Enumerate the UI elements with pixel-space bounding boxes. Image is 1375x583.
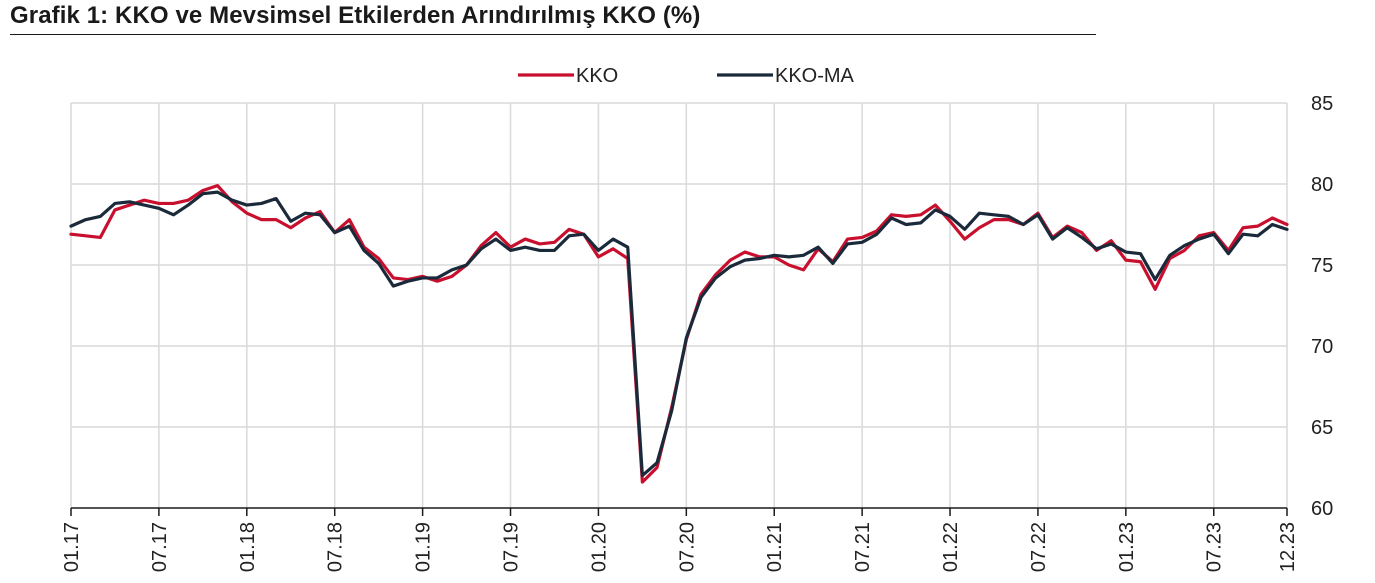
x-tick-label: 01.21: [764, 522, 786, 572]
y-tick-label: 75: [1311, 255, 1333, 277]
x-tick-label: 07.20: [676, 522, 698, 572]
series-line-kko-ma: [69, 190, 1289, 478]
y-tick-label: 85: [1311, 93, 1333, 115]
x-tick-label: 07.21: [852, 522, 874, 572]
x-tick-label: 07.18: [325, 522, 347, 572]
x-tick-label: 01.20: [588, 522, 610, 572]
x-tick-label: 07.23: [1204, 522, 1226, 572]
legend-label-kko-ma: KKO-MA: [775, 65, 855, 87]
y-tick-label: 65: [1311, 417, 1333, 439]
x-tick-label: 01.18: [237, 522, 259, 572]
x-tick-label: 12.23: [1277, 522, 1299, 572]
y-tick-label: 70: [1311, 336, 1333, 358]
x-tick-label: 07.19: [501, 522, 523, 572]
x-tick-label: 07.22: [1028, 522, 1050, 572]
chart-title: Grafik 1: KKO ve Mevsimsel Etkilerden Ar…: [10, 2, 701, 29]
y-tick-label: 60: [1311, 498, 1333, 520]
x-tick-label: 01.17: [61, 522, 83, 572]
title-underline: [10, 34, 1096, 35]
y-tick-label: 80: [1311, 174, 1333, 196]
x-tick-label: 01.23: [1116, 522, 1138, 572]
series-line-kko: [69, 184, 1289, 484]
x-tick-label: 01.19: [413, 522, 435, 572]
x-tick-label: 07.17: [149, 522, 171, 572]
x-tick-label: 01.22: [940, 522, 962, 572]
legend-label-kko: KKO: [576, 65, 618, 87]
